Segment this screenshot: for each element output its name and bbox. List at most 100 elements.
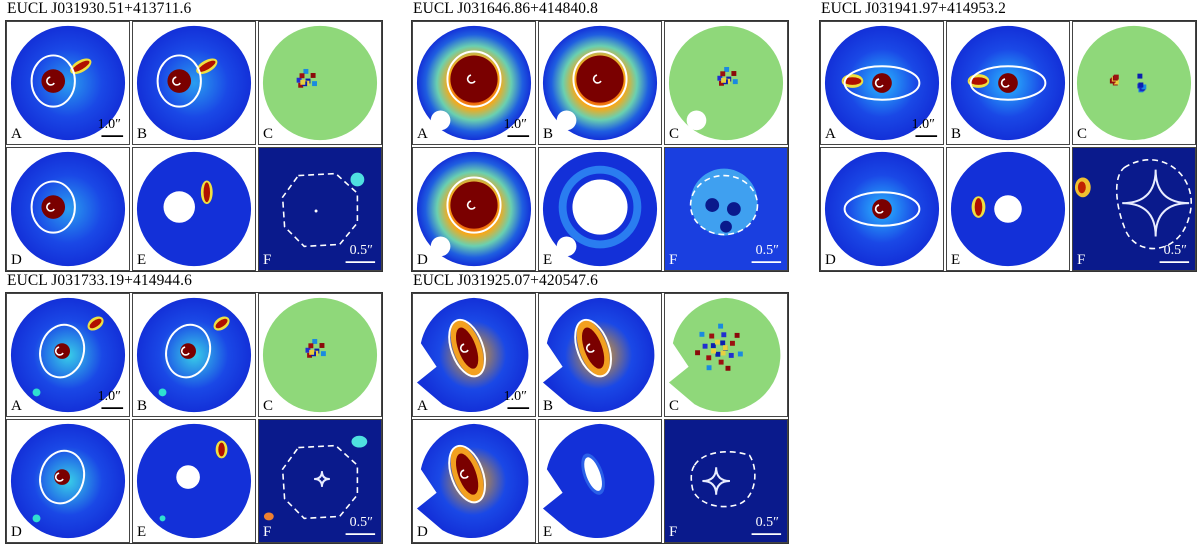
panel-label: D bbox=[825, 252, 836, 268]
panel-image bbox=[1073, 22, 1195, 144]
panel-image bbox=[821, 148, 943, 270]
lens-title: EUCL J031930.51+413711.6 bbox=[7, 0, 192, 17]
panel-image bbox=[259, 294, 381, 416]
panel-image bbox=[1073, 148, 1195, 270]
panel-label: F bbox=[669, 524, 678, 540]
panel-image bbox=[259, 148, 381, 270]
panel-a: A 1.0″ bbox=[6, 293, 130, 417]
panel-label: B bbox=[543, 126, 554, 142]
panel-image bbox=[7, 22, 129, 144]
panel-label: D bbox=[417, 524, 428, 540]
panel-image bbox=[539, 22, 661, 144]
panel-label: E bbox=[543, 252, 553, 268]
panel-label: E bbox=[137, 252, 147, 268]
panel-e: E bbox=[946, 147, 1070, 271]
panel-label: F bbox=[263, 252, 272, 268]
panel-c: C bbox=[258, 293, 382, 417]
panel-e: E bbox=[538, 147, 662, 271]
panel-d: D bbox=[6, 147, 130, 271]
panel-label: B bbox=[137, 126, 148, 142]
panel-label: B bbox=[137, 398, 148, 414]
panel-d: D bbox=[820, 147, 944, 271]
panel-image bbox=[665, 294, 787, 416]
panel-label: C bbox=[263, 126, 274, 142]
lens-panel-grid: A 1.0″ B C D E F 0.5″ bbox=[819, 20, 1197, 272]
lens-panel-grid: A 1.0″ B C D E F 0.5″ bbox=[5, 20, 383, 272]
panel-image bbox=[133, 22, 255, 144]
lens-title: EUCL J031925.07+420547.6 bbox=[413, 272, 598, 289]
panel-a: A 1.0″ bbox=[820, 21, 944, 145]
panel-image bbox=[7, 294, 129, 416]
panel-label: B bbox=[543, 398, 554, 414]
panel-e: E bbox=[538, 419, 662, 543]
panel-f: F 0.5″ bbox=[664, 419, 788, 543]
scalebar-label: 1.0″ bbox=[97, 117, 121, 132]
panel-image bbox=[7, 148, 129, 270]
panel-image bbox=[133, 294, 255, 416]
panel-label: D bbox=[11, 524, 22, 540]
panel-image bbox=[665, 420, 787, 542]
panel-image bbox=[133, 420, 255, 542]
panel-b: B bbox=[132, 21, 256, 145]
panel-image bbox=[413, 148, 535, 270]
panel-label: C bbox=[669, 398, 680, 414]
panel-b: B bbox=[946, 21, 1070, 145]
lens-panel-grid: A 1.0″ B C D E F 0.5″ bbox=[411, 20, 789, 272]
panel-image bbox=[413, 420, 535, 542]
panel-image bbox=[539, 294, 661, 416]
panel-f: F 0.5″ bbox=[664, 147, 788, 271]
panel-a: A 1.0″ bbox=[412, 293, 536, 417]
panel-label: E bbox=[951, 252, 961, 268]
panel-a: A 1.0″ bbox=[412, 21, 536, 145]
panel-label: F bbox=[1077, 252, 1086, 268]
panel-f: F 0.5″ bbox=[1072, 147, 1196, 271]
panel-label: F bbox=[263, 524, 272, 540]
panel-image bbox=[7, 420, 129, 542]
panel-image bbox=[259, 420, 381, 542]
panel-label: C bbox=[263, 398, 274, 414]
panel-d: D bbox=[412, 419, 536, 543]
scalebar-label: 0.5″ bbox=[349, 515, 373, 530]
panel-f: F 0.5″ bbox=[258, 147, 382, 271]
panel-image bbox=[665, 22, 787, 144]
panel-c: C bbox=[1072, 21, 1196, 145]
panel-label: E bbox=[543, 524, 553, 540]
lens-title: EUCL J031733.19+414944.6 bbox=[7, 272, 192, 289]
panel-image bbox=[259, 22, 381, 144]
panel-c: C bbox=[664, 21, 788, 145]
scalebar-label: 1.0″ bbox=[503, 117, 527, 132]
panel-c: C bbox=[664, 293, 788, 417]
panel-e: E bbox=[132, 147, 256, 271]
panel-image bbox=[821, 22, 943, 144]
scalebar-label: 1.0″ bbox=[503, 389, 527, 404]
panel-d: D bbox=[6, 419, 130, 543]
panel-c: C bbox=[258, 21, 382, 145]
panel-image bbox=[133, 148, 255, 270]
panel-label: A bbox=[11, 126, 22, 142]
panel-image bbox=[947, 22, 1069, 144]
panel-d: D bbox=[412, 147, 536, 271]
panel-b: B bbox=[538, 21, 662, 145]
panel-label: A bbox=[825, 126, 836, 142]
scalebar-label: 0.5″ bbox=[755, 243, 779, 258]
panel-e: E bbox=[132, 419, 256, 543]
scalebar-label: 0.5″ bbox=[1163, 243, 1187, 258]
panel-image bbox=[539, 420, 661, 542]
panel-label: B bbox=[951, 126, 962, 142]
scalebar-label: 0.5″ bbox=[755, 515, 779, 530]
panel-label: A bbox=[417, 398, 428, 414]
scalebar-label: 1.0″ bbox=[911, 117, 935, 132]
panel-image bbox=[413, 294, 535, 416]
panel-label: A bbox=[417, 126, 428, 142]
panel-image bbox=[539, 148, 661, 270]
lens-title: EUCL J031646.86+414840.8 bbox=[413, 0, 598, 17]
panel-label: E bbox=[137, 524, 147, 540]
panel-a: A 1.0″ bbox=[6, 21, 130, 145]
panel-label: A bbox=[11, 398, 22, 414]
panel-label: D bbox=[417, 252, 428, 268]
panel-image bbox=[665, 148, 787, 270]
lens-panel-grid: A 1.0″ B C D E F 0.5″ bbox=[411, 292, 789, 544]
panel-b: B bbox=[132, 293, 256, 417]
panel-f: F 0.5″ bbox=[258, 419, 382, 543]
